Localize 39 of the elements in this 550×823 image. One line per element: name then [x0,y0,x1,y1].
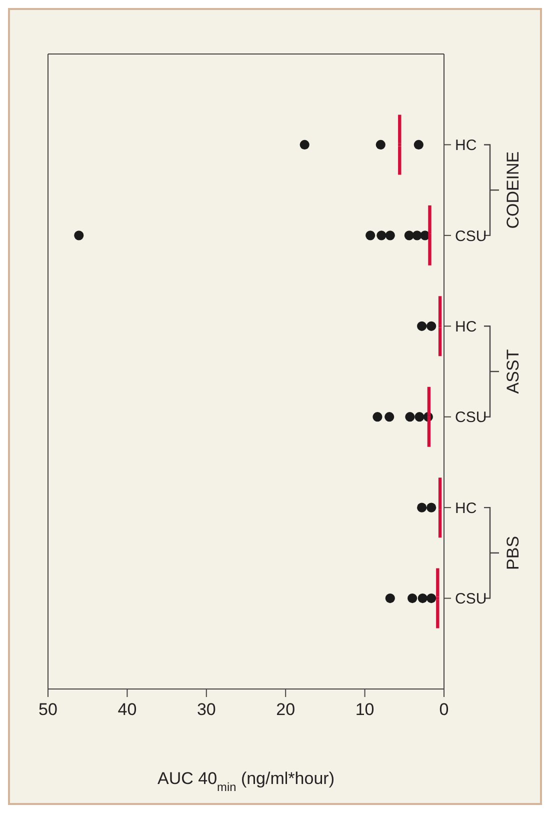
x-tick-label: 30 [196,700,216,720]
point [385,593,395,604]
point [366,230,376,240]
point [436,596,440,600]
point [417,321,427,331]
point [417,502,427,512]
y-tick-label: HC [455,318,477,336]
point [426,593,436,604]
x-tick-label: 10 [355,700,374,720]
point [404,230,414,240]
point [384,412,394,422]
text: CODEINE [503,151,522,229]
point [385,230,395,240]
point [372,412,382,422]
point [414,412,424,422]
point [414,140,424,150]
text: PBS [503,536,522,570]
point [74,230,84,240]
point [376,140,386,150]
x-tick-label: 20 [276,700,296,720]
point [426,502,436,512]
point [418,593,428,604]
x-tick-label: 50 [38,700,58,720]
y-tick-label: CSU [455,590,487,608]
x-axis-title: AUC 40$_{min}$ (ng/ml*hour) [158,769,334,794]
y-tick-label: HC [455,500,477,517]
x-tick-label: 0 [439,700,449,720]
y-tick-label: CSU [455,409,487,426]
point [300,140,310,150]
point [408,593,418,604]
x-tick-label: 40 [118,700,137,720]
point [398,143,402,146]
text: ASST [503,349,522,394]
point [426,321,436,331]
y-tick-label: HC [455,137,477,154]
y-tick-label: CSU [455,228,487,245]
point [428,234,432,238]
point [405,412,415,422]
point [376,230,386,240]
